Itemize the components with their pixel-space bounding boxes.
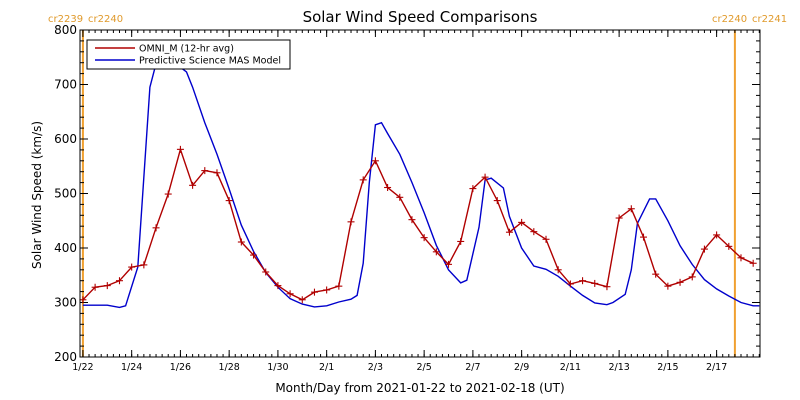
data-point-omni [176, 145, 184, 153]
data-point-omni [323, 286, 331, 294]
series-line-omni [82, 147, 754, 301]
data-point-omni [213, 169, 221, 177]
data-point-omni [335, 282, 343, 290]
data-point-omni [310, 288, 318, 296]
data-point-omni [103, 282, 111, 290]
data-point-omni [237, 238, 245, 246]
data-point-omni [627, 205, 635, 213]
data-point-omni [542, 235, 550, 243]
data-point-omni [652, 270, 660, 278]
x-tick-label: 2/13 [608, 362, 629, 373]
x-tick-label: 1/24 [121, 362, 142, 373]
data-point-omni [298, 296, 306, 304]
data-point-omni [481, 173, 489, 181]
x-tick-label: 2/11 [560, 362, 581, 373]
legend-box [86, 39, 291, 70]
data-point-omni [493, 197, 501, 205]
data-point-omni [713, 231, 721, 239]
cr-label-left-2: cr2240 [88, 14, 123, 25]
x-tick-label: 2/3 [368, 362, 383, 373]
data-point-omni [432, 248, 440, 256]
data-point-omni [347, 218, 355, 226]
data-point-omni [749, 259, 757, 267]
x-tick-label: 2/5 [416, 362, 431, 373]
data-point-omni [700, 245, 708, 253]
data-point-omni [737, 254, 745, 262]
legend-label-omni: OMNI_M (12-hr avg) [139, 44, 234, 55]
data-point-omni [79, 296, 87, 304]
x-tick-label: 1/30 [267, 362, 288, 373]
y-tick-label: 300 [54, 296, 77, 310]
x-tick-label: 1/22 [72, 362, 93, 373]
data-point-omni [384, 184, 392, 192]
plot-frame [79, 29, 761, 358]
data-point-omni [420, 234, 428, 242]
data-point-omni [566, 280, 574, 288]
x-tick-label: 2/1 [319, 362, 334, 373]
x-tick-label: 1/28 [218, 362, 239, 373]
data-point-omni [725, 242, 733, 250]
legend-label-mas: Predictive Science MAS Model [139, 56, 281, 67]
legend: OMNI_M (12-hr avg) Predictive Science MA… [86, 39, 291, 70]
series-line-mas [82, 61, 760, 309]
data-point-omni [201, 167, 209, 175]
data-point-omni [128, 263, 136, 271]
data-point-omni [457, 237, 465, 245]
x-tick-label: 1/26 [170, 362, 191, 373]
data-point-omni [408, 216, 416, 224]
data-point-omni [518, 218, 526, 226]
data-point-omni [530, 228, 538, 236]
chart-title: Solar Wind Speed Comparisons [303, 8, 538, 26]
series-layer [79, 61, 760, 309]
data-point-omni [396, 193, 404, 201]
data-point-omni [664, 282, 672, 290]
data-point-omni [189, 181, 197, 189]
y-tick-label: 400 [54, 241, 77, 255]
data-point-omni [591, 279, 599, 287]
data-point-omni [639, 233, 647, 241]
y-tick-label: 800 [54, 23, 77, 37]
data-point-omni [603, 283, 611, 291]
data-point-omni [262, 268, 270, 276]
data-point-omni [225, 197, 233, 205]
data-point-omni [371, 157, 379, 165]
data-point-omni [445, 260, 453, 268]
data-point-omni [152, 224, 160, 232]
y-tick-label: 700 [54, 78, 77, 92]
data-point-omni [250, 251, 258, 259]
x-axis-label: Month/Day from 2021-01-22 to 2021-02-18 … [275, 381, 564, 395]
y-tick-label: 200 [54, 350, 77, 364]
y-tick-label: 600 [54, 132, 77, 146]
x-tick-label: 2/17 [706, 362, 727, 373]
data-point-omni [91, 283, 99, 291]
data-point-omni [140, 261, 148, 269]
data-point-omni [676, 278, 684, 286]
data-point-omni [554, 266, 562, 274]
y-tick-label: 500 [54, 187, 77, 201]
x-tick-label: 2/7 [465, 362, 480, 373]
cr-label-right-2: cr2241 [752, 14, 787, 25]
x-tick-label: 2/9 [514, 362, 529, 373]
data-point-omni [359, 176, 367, 184]
data-point-omni [615, 214, 623, 222]
cr-label-left-1: cr2239 [48, 14, 83, 25]
data-point-omni [469, 185, 477, 193]
axis-ticks: 1/22 1/24 1/26 1/28 1/30 2/1 2/3 2/5 2/7 2/9 2/11 2… [54, 23, 760, 373]
y-axis-label: Solar Wind Speed (km/s) [30, 121, 44, 269]
x-tick-label: 2/15 [657, 362, 678, 373]
data-point-omni [286, 290, 294, 298]
data-point-omni [505, 228, 513, 236]
data-point-omni [164, 190, 172, 198]
data-point-omni [274, 282, 282, 290]
cr-label-right-1: cr2240 [712, 14, 747, 25]
data-point-omni [579, 277, 587, 285]
data-point-omni [688, 273, 696, 281]
data-point-omni [115, 277, 123, 285]
carrington-boundaries [81, 30, 736, 357]
